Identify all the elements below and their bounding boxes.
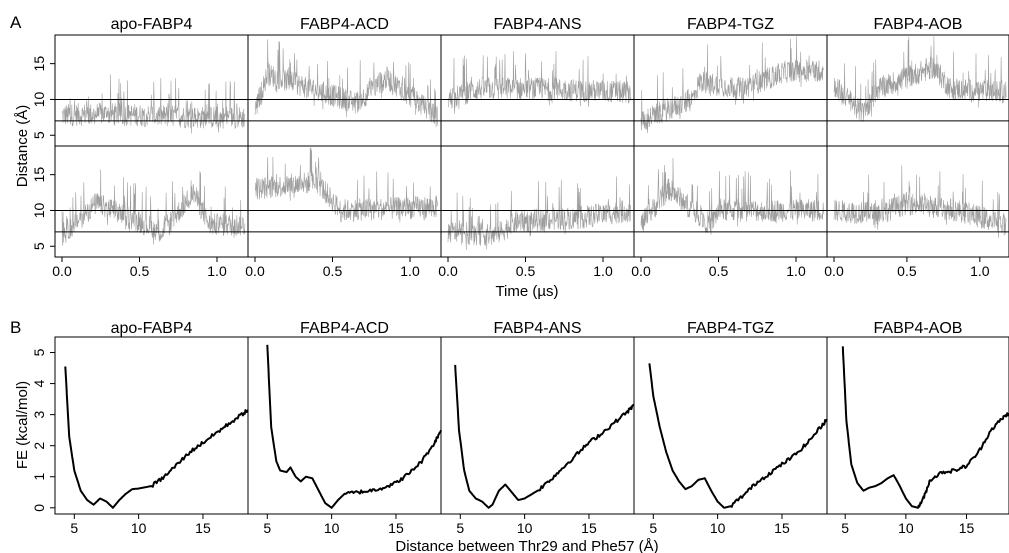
panel-title: FABP4-ACD bbox=[300, 16, 389, 33]
y-tick-label: 1 bbox=[31, 473, 47, 481]
panel-title: FABP4-ACD bbox=[300, 320, 389, 337]
x-tick-label: 0.0 bbox=[52, 263, 72, 279]
timeseries-line bbox=[61, 74, 246, 134]
x-tick-label: 0.0 bbox=[245, 263, 265, 279]
timeseries-line bbox=[254, 147, 439, 223]
panel-letter: A bbox=[10, 13, 22, 32]
x-tick-label: 5 bbox=[649, 520, 657, 536]
x-tick-label: 0.5 bbox=[130, 263, 150, 279]
timeseries-line bbox=[833, 36, 1007, 122]
y-tick-label: 10 bbox=[31, 202, 47, 218]
x-tick-label: 0.5 bbox=[709, 263, 729, 279]
x-tick-label: 0.5 bbox=[897, 263, 917, 279]
y-tick-label: 5 bbox=[31, 131, 47, 139]
x-tick-label: 10 bbox=[131, 520, 147, 536]
panel-title: FABP4-AOB bbox=[874, 320, 963, 337]
x-tick-label: 1.0 bbox=[786, 263, 806, 279]
y-tick-label: 5 bbox=[31, 242, 47, 250]
x-tick-label: 1.0 bbox=[593, 263, 613, 279]
timeseries-line bbox=[447, 50, 632, 114]
timeseries-line bbox=[254, 39, 439, 128]
y-tick-label: 10 bbox=[31, 91, 47, 107]
x-tick-label: 15 bbox=[195, 520, 211, 536]
x-axis-label: Time (µs) bbox=[495, 283, 558, 300]
timeseries-line bbox=[640, 157, 825, 235]
x-tick-label: 15 bbox=[388, 520, 404, 536]
timeseries-line bbox=[61, 169, 246, 246]
x-tick-label: 10 bbox=[710, 520, 726, 536]
x-tick-label: 5 bbox=[263, 520, 271, 536]
panel-title: FABP4-TGZ bbox=[687, 16, 774, 33]
x-tick-label: 10 bbox=[324, 520, 340, 536]
free-energy-line bbox=[648, 363, 828, 509]
x-tick-label: 5 bbox=[456, 520, 464, 536]
x-axis-label: Distance between Thr29 and Phe57 (Å) bbox=[395, 538, 658, 553]
y-tick-label: 15 bbox=[31, 167, 47, 183]
x-tick-label: 0.0 bbox=[631, 263, 651, 279]
free-energy-line bbox=[454, 364, 635, 509]
timeseries-line bbox=[447, 176, 632, 250]
panel-title: FABP4-ANS bbox=[493, 16, 581, 33]
y-tick-label: 2 bbox=[31, 442, 47, 450]
y-tick-label: 15 bbox=[31, 56, 47, 72]
panel-b: apo-FABP4 FABP4-ACD FABP4-ANS FABP4-TGZ FABP… bbox=[10, 318, 1009, 553]
x-tick-label: 15 bbox=[774, 520, 790, 536]
free-energy-line bbox=[266, 344, 442, 509]
y-axis-label: FE (kcal/mol) bbox=[14, 381, 31, 469]
x-tick-label: 0.5 bbox=[516, 263, 536, 279]
y-tick-label: 0 bbox=[31, 504, 47, 512]
x-tick-label: 10 bbox=[898, 520, 914, 536]
plot-frame bbox=[54, 336, 1009, 515]
timeseries-line bbox=[640, 36, 824, 133]
x-tick-label: 0.5 bbox=[323, 263, 343, 279]
panel-title: FABP4-AOB bbox=[874, 16, 963, 33]
x-tick-label: 1.0 bbox=[400, 263, 420, 279]
x-tick-label: 0.0 bbox=[438, 263, 458, 279]
x-tick-label: 5 bbox=[70, 520, 78, 536]
panel-letter: B bbox=[10, 318, 21, 337]
y-axis-label: Distance (Å) bbox=[14, 105, 31, 188]
x-tick-label: 15 bbox=[581, 520, 597, 536]
x-tick-label: 15 bbox=[959, 520, 975, 536]
x-tick-label: 0.0 bbox=[824, 263, 844, 279]
y-tick-label: 4 bbox=[31, 379, 47, 387]
panel-title: FABP4-ANS bbox=[493, 320, 581, 337]
x-tick-label: 1.0 bbox=[970, 263, 990, 279]
x-tick-label: 5 bbox=[841, 520, 849, 536]
y-tick-label: 3 bbox=[31, 411, 47, 419]
x-tick-label: 1.0 bbox=[207, 263, 227, 279]
panel-title: apo-FABP4 bbox=[111, 320, 193, 337]
free-energy-line bbox=[841, 346, 1009, 509]
panel-title: apo-FABP4 bbox=[111, 16, 193, 33]
panel-title: FABP4-TGZ bbox=[687, 320, 774, 337]
timeseries-line bbox=[833, 165, 1007, 238]
y-tick-label: 5 bbox=[31, 348, 47, 356]
panel-a: apo-FABP4 FABP4-ACD FABP4-ANS FABP4-TGZ FABP… bbox=[10, 13, 1009, 300]
free-energy-line bbox=[64, 366, 249, 509]
x-tick-label: 10 bbox=[517, 520, 533, 536]
